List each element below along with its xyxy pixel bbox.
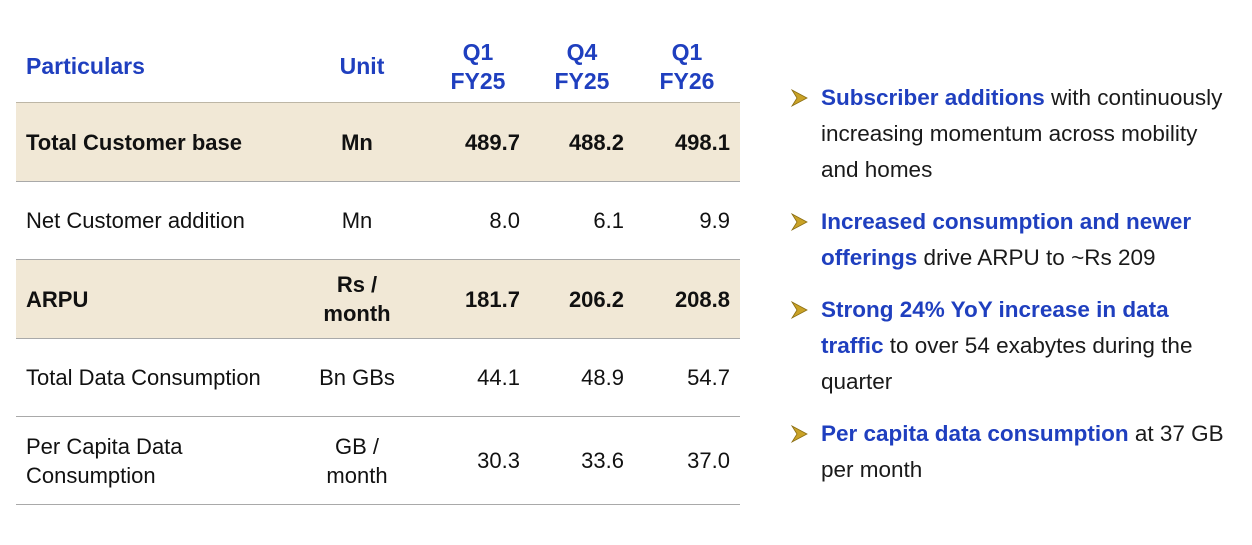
bullet-per-capita: Per capita data consumption at 37 GB per… (790, 416, 1230, 488)
bullet-highlight: Strong 24% YoY increase in data traffic (821, 297, 1169, 358)
bullet-increased-consumption: Increased consumption and newer offering… (790, 204, 1230, 276)
bullet-subscriber-additions: Subscriber additions with continuously i… (790, 80, 1230, 188)
header-q1fy26-line2: FY26 (659, 68, 715, 94)
header-q4fy25-line1: Q4 (566, 39, 598, 65)
cell-q1fy26: 9.9 (699, 208, 730, 233)
cell-particulars: Net Customer addition (26, 208, 245, 233)
cell-particulars: ARPU (26, 286, 89, 312)
cell-q1fy25: 44.1 (477, 365, 520, 390)
cell-particulars: Total Customer base (26, 129, 242, 155)
header-q1fy26: Q1 FY26 (637, 38, 737, 96)
cell-q1fy25: 30.3 (477, 448, 520, 473)
cell-unit-line1: Rs / (336, 272, 378, 297)
cell-q4fy25: 488.2 (568, 129, 624, 155)
cell-q1fy26: 54.7 (687, 365, 730, 390)
header-unit: Unit (339, 53, 385, 79)
cell-unit: Rs / month (302, 260, 412, 338)
header-q1fy25: Q1 FY25 (428, 38, 528, 96)
table-row-per-capita-data: Per Capita Data Consumption GB / month 3… (16, 417, 740, 505)
kpi-table: Particulars Unit Q1 FY25 Q4 FY25 Q1 FY26… (16, 30, 740, 505)
cell-unit-line2: month (323, 301, 391, 326)
cell-q1fy26: 37.0 (687, 448, 730, 473)
header-q1fy25-line2: FY25 (450, 68, 506, 94)
bullet-text: with continuously increasing momentum ac… (821, 85, 1223, 182)
cell-unit: GB / month (302, 417, 412, 504)
header-q4fy25: Q4 FY25 (532, 38, 632, 96)
bullet-text: at 37 GB per month (821, 421, 1224, 482)
table-row-net-customer-addition: Net Customer addition Mn 8.0 6.1 9.9 (16, 182, 740, 260)
arrow-bullet-icon (790, 88, 808, 108)
cell-particulars: Total Data Consumption (26, 365, 261, 390)
bullet-highlight: Per capita data consumption (821, 421, 1129, 446)
bullet-text: to over 54 exabytes during the quarter (821, 333, 1193, 394)
bullet-highlight: Subscriber additions (821, 85, 1045, 110)
cell-q1fy26: 498.1 (674, 129, 730, 155)
cell-q1fy25: 489.7 (464, 129, 520, 155)
arrow-bullet-icon (790, 424, 808, 444)
table-row-total-data-consumption: Total Data Consumption Bn GBs 44.1 48.9 … (16, 339, 740, 417)
table-header: Particulars Unit Q1 FY25 Q4 FY25 Q1 FY26 (16, 30, 740, 103)
header-q4fy25-line2: FY25 (554, 68, 610, 94)
bullet-highlight: Increased consumption and newer offering… (821, 209, 1192, 270)
arrow-bullet-icon (790, 212, 808, 232)
cell-unit: Mn (341, 208, 373, 233)
cell-unit: Mn (341, 129, 373, 155)
bullet-text: drive ARPU to ~Rs 209 (917, 245, 1156, 270)
cell-particulars-line1: Per Capita Data (26, 433, 183, 459)
cell-q1fy25: 8.0 (489, 208, 520, 233)
cell-unit-line2: month (326, 462, 388, 488)
cell-unit: Bn GBs (319, 365, 395, 390)
bullet-data-traffic: Strong 24% YoY increase in data traffic … (790, 292, 1230, 400)
cell-particulars-line2: Consumption (26, 462, 156, 488)
cell-q4fy25: 206.2 (568, 286, 624, 312)
header-q1fy26-line1: Q1 (671, 39, 703, 65)
cell-q4fy25: 6.1 (593, 208, 624, 233)
cell-unit-line1: GB / (334, 433, 379, 459)
header-q1fy25-line1: Q1 (462, 39, 494, 65)
cell-q1fy25: 181.7 (464, 286, 520, 312)
cell-particulars: Per Capita Data Consumption (26, 417, 306, 504)
table-row-total-customer-base: Total Customer base Mn 489.7 488.2 498.1 (16, 103, 740, 182)
highlights-list: Subscriber additions with continuously i… (790, 80, 1230, 504)
cell-q4fy25: 48.9 (581, 365, 624, 390)
cell-q4fy25: 33.6 (581, 448, 624, 473)
header-particulars: Particulars (26, 53, 145, 79)
arrow-bullet-icon (790, 300, 808, 320)
cell-q1fy26: 208.8 (674, 286, 730, 312)
table-row-arpu: ARPU Rs / month 181.7 206.2 208.8 (16, 260, 740, 339)
